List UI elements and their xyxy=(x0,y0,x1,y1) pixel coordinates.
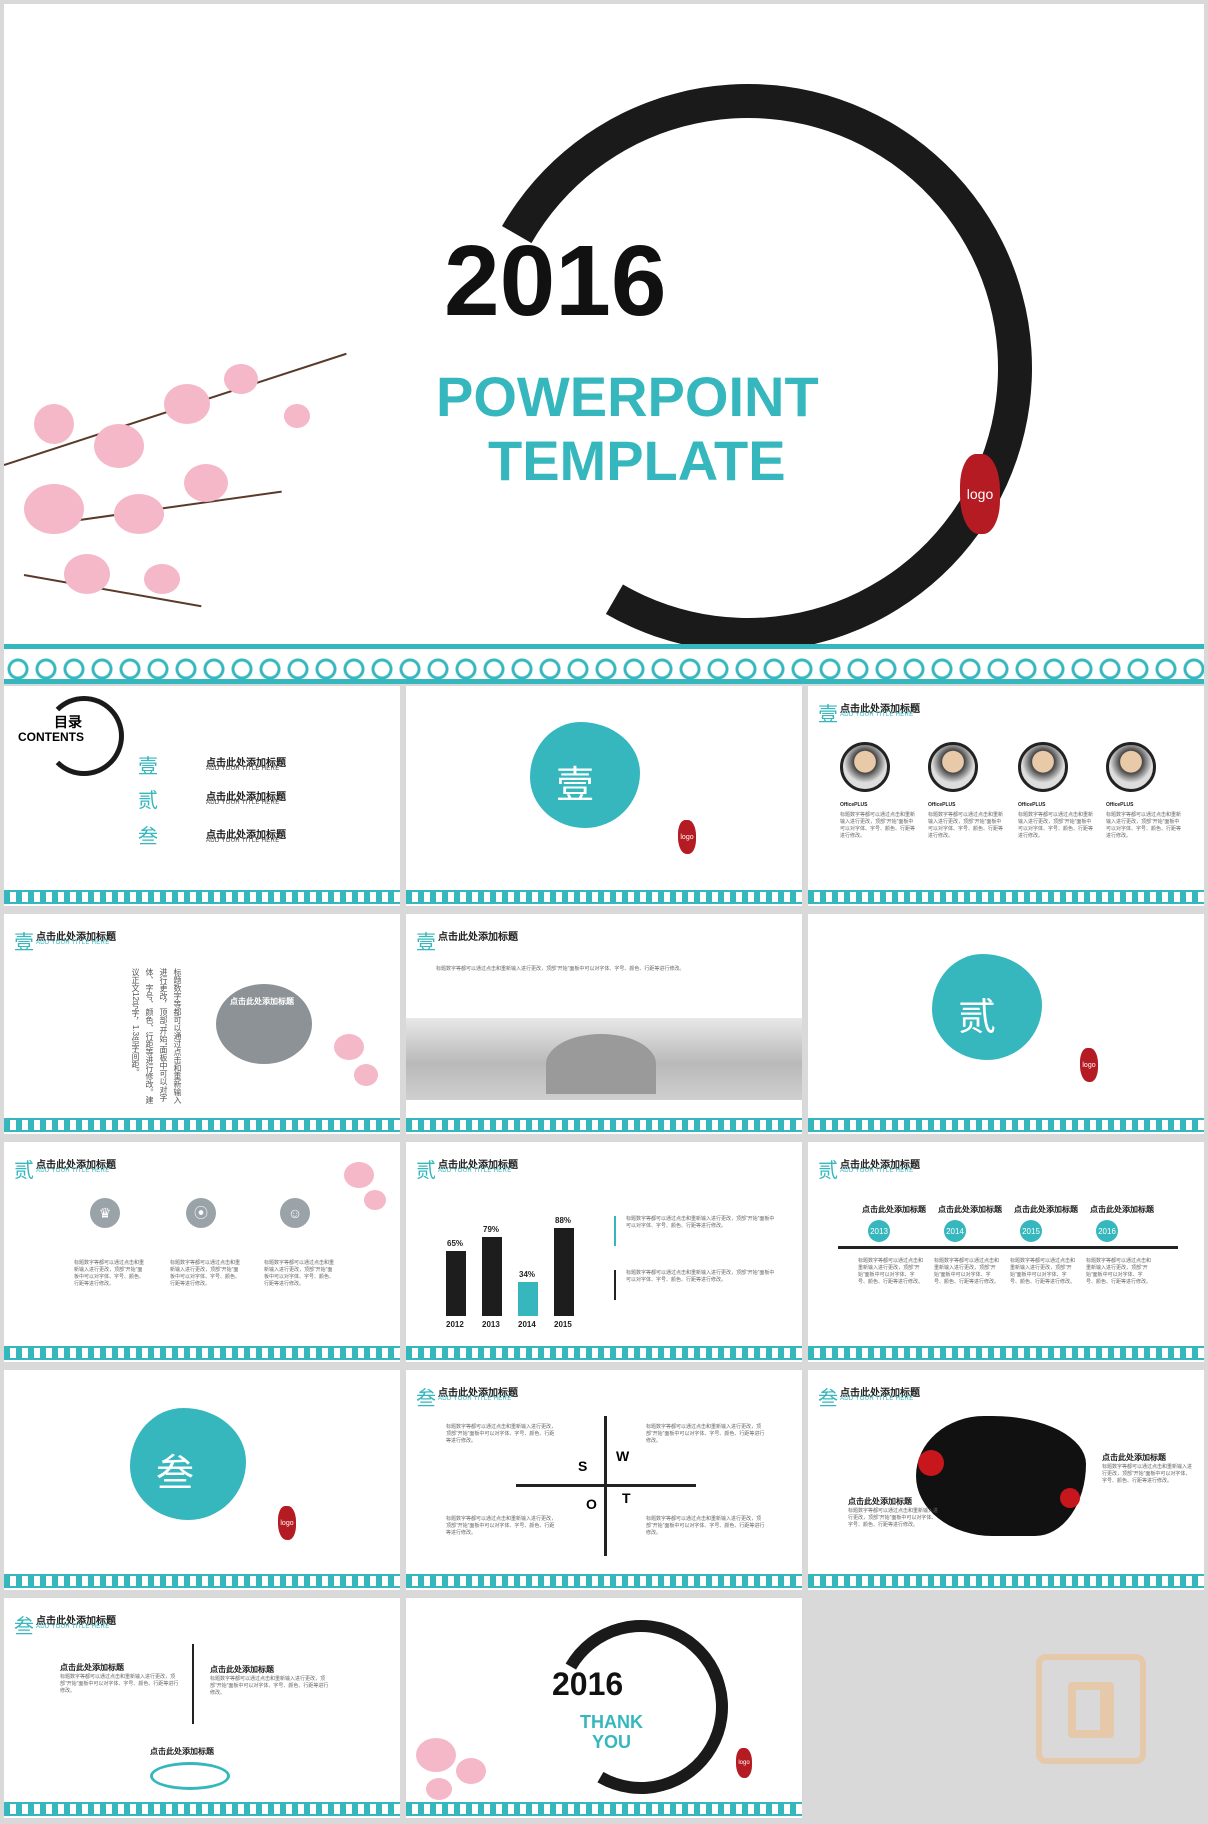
bar-2012 xyxy=(446,1251,466,1316)
slide-landscape[interactable]: 壹 点击此处添加标题 标题数字等都可以通过点击和重新输入进行更改，顶部“开始”面… xyxy=(406,914,802,1134)
avatar xyxy=(928,742,978,792)
slide-section-one[interactable]: 壹 logo xyxy=(406,686,802,906)
section-number: 贰 xyxy=(958,995,997,1039)
avatar xyxy=(840,742,890,792)
bar-value-label: 88% xyxy=(555,1216,572,1225)
teal-ink-blob xyxy=(530,722,640,828)
trophy-icon: ♛ xyxy=(90,1198,120,1228)
avatar xyxy=(1106,742,1156,792)
slide-thank-you[interactable]: 2016 THANK YOU logo xyxy=(406,1598,802,1818)
slide-swot[interactable]: 叁 点击此处添加标题 ADD YOUR TITLE HERE S W O T 标… xyxy=(406,1370,802,1590)
map-marker xyxy=(918,1450,944,1476)
bar-value-label: 79% xyxy=(483,1225,500,1234)
slide-bar-chart[interactable]: 贰 点击此处添加标题 ADD YOUR TITLE HERE 65% 2012 79… xyxy=(406,1142,802,1362)
hero-year: 2016 xyxy=(444,225,667,337)
p-logo-icon xyxy=(1068,1682,1114,1738)
slide-vertical-text[interactable]: 壹 点击此处添加标题 ADD YOUR TITLE HERE 标题数字等都可以通… xyxy=(4,914,400,1134)
slide-contents[interactable]: 目录 CONTENTS 壹 点击此处添加标题 ADD YOUR TITLE HE… xyxy=(4,686,400,906)
hero-line1: POWERPOINT xyxy=(436,365,819,428)
teal-ink-blob xyxy=(130,1408,246,1520)
bar-category-label: 2015 xyxy=(554,1320,572,1329)
bar-chart: 65% 2012 79% 2013 34% 2014 88% 2015 xyxy=(442,1192,582,1332)
teal-ink-blob xyxy=(932,954,1042,1060)
bar-value-label: 65% xyxy=(447,1239,464,1248)
swot-vertical-line xyxy=(604,1416,607,1556)
slide-team[interactable]: 壹 点击此处添加标题 ADD YOUR TITLE HERE OfficePLU… xyxy=(808,686,1204,906)
bar-category-label: 2014 xyxy=(518,1320,536,1329)
slide-two-columns[interactable]: 叁 点击此处添加标题 ADD YOUR TITLE HERE 点击此处添加标题 … xyxy=(4,1598,400,1818)
section-number: 壹 xyxy=(556,763,595,807)
user-icon: ☺ xyxy=(280,1198,310,1228)
china-map-silhouette xyxy=(916,1416,1086,1536)
blossom-branch-illustration xyxy=(4,344,384,644)
map-marker xyxy=(1060,1488,1080,1508)
hero-slide: 2016 POWERPOINT TEMPLATE logo xyxy=(4,4,1204,684)
cloud-ornament-icon xyxy=(150,1762,230,1790)
contents-heading-cn: 目录 xyxy=(54,714,82,730)
bar-category-label: 2012 xyxy=(446,1320,464,1329)
slide-section-two[interactable]: 贰 logo xyxy=(808,914,1204,1134)
avatar xyxy=(1018,742,1068,792)
bar-2013 xyxy=(482,1237,502,1316)
contents-heading-en: CONTENTS xyxy=(18,730,84,744)
slide-section-three[interactable]: 叁 logo xyxy=(4,1370,400,1590)
bar-value-label: 34% xyxy=(519,1270,536,1279)
logo-seal: logo xyxy=(960,454,1000,534)
timeline-line xyxy=(838,1246,1178,1249)
slide-icons[interactable]: 贰 点击此处添加标题 ADD YOUR TITLE HERE ♛ ⦿ ☺ 标题数… xyxy=(4,1142,400,1362)
bar-2015 xyxy=(554,1228,574,1316)
ink-brush-circle xyxy=(400,20,1096,684)
section-number: 叁 xyxy=(156,1451,195,1495)
location-pin-icon: ⦿ xyxy=(186,1198,216,1228)
slide-map[interactable]: 叁 点击此处添加标题 ADD YOUR TITLE HERE 点击此处添加标题 … xyxy=(808,1370,1204,1590)
bar-2014 xyxy=(518,1282,538,1316)
gray-ink-bubble xyxy=(216,984,312,1064)
slide-timeline[interactable]: 贰 点击此处添加标题 ADD YOUR TITLE HERE 点击此处添加标题 … xyxy=(808,1142,1204,1362)
hero-border-pattern xyxy=(4,644,1204,684)
hero-line2: TEMPLATE xyxy=(488,429,786,492)
bar-category-label: 2013 xyxy=(482,1320,500,1329)
watermark-stamp xyxy=(1036,1654,1146,1764)
